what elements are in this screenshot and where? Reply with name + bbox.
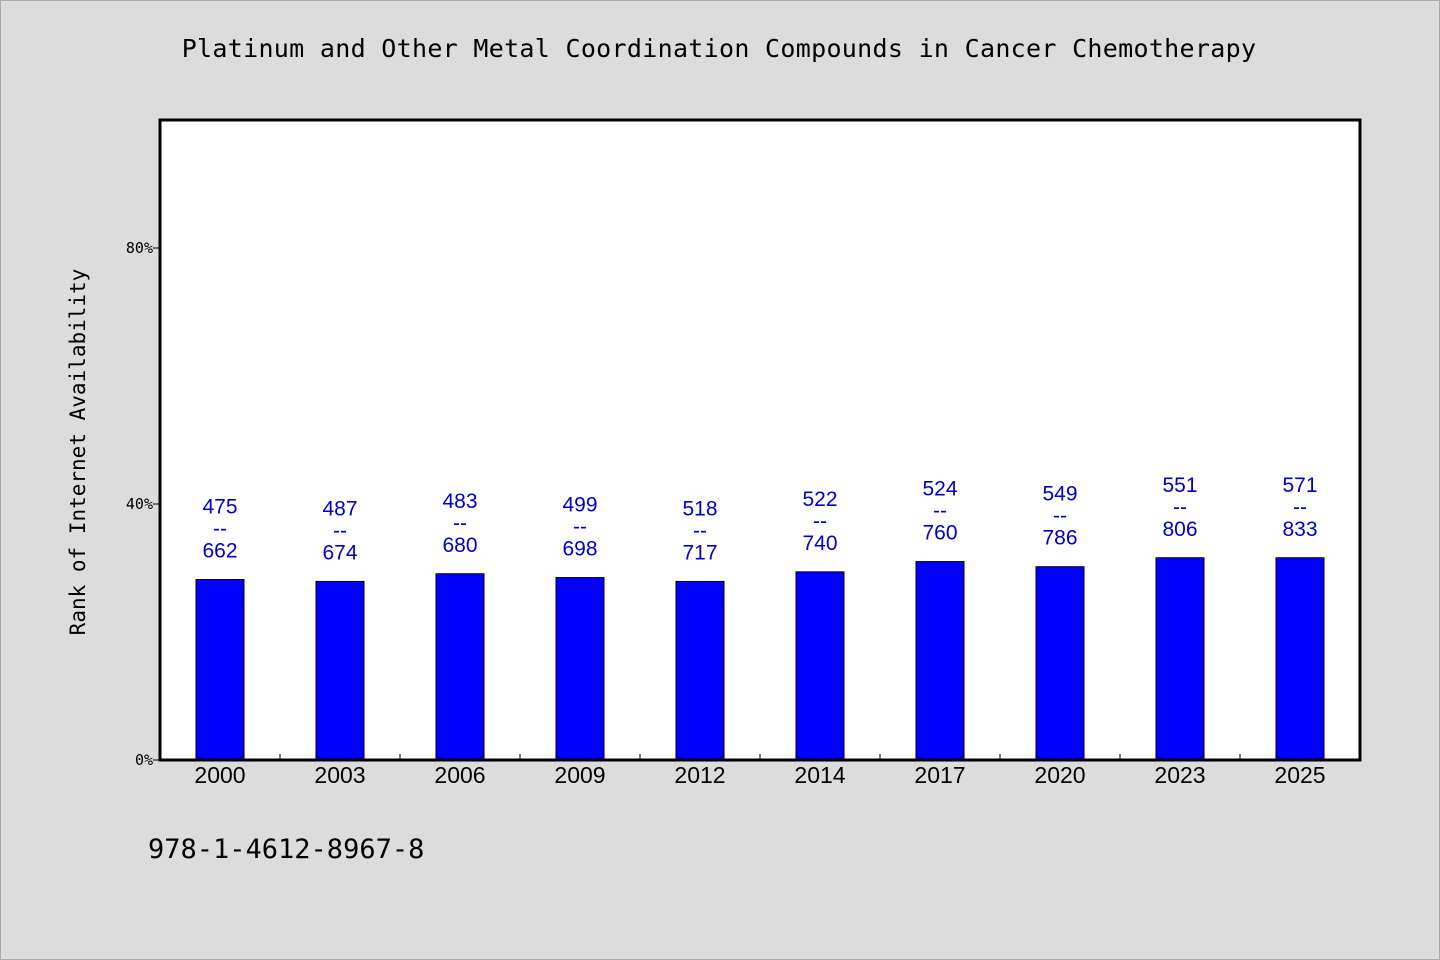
x-tick-label: 2003	[314, 762, 365, 788]
data-label-low: 475	[202, 496, 237, 519]
x-tick-label: 2025	[1274, 762, 1325, 788]
bar	[195, 579, 245, 761]
x-tick-label: 2009	[554, 762, 605, 788]
bar	[1275, 557, 1325, 761]
data-label-high: 740	[802, 532, 837, 555]
x-tick-label: 2023	[1154, 762, 1205, 788]
data-label-high: 806	[1162, 518, 1197, 541]
bar	[315, 580, 365, 761]
data-label-high: 674	[322, 541, 357, 564]
data-label-separator: --	[693, 519, 707, 542]
data-label-low: 571	[1282, 474, 1317, 497]
data-label-low: 524	[922, 478, 957, 501]
data-label-low: 487	[322, 497, 357, 520]
bar	[555, 577, 605, 761]
data-label-high: 662	[202, 540, 237, 563]
data-label-high: 698	[562, 538, 597, 561]
data-label-low: 499	[562, 494, 597, 517]
data-label-low: 518	[682, 497, 717, 520]
x-tick-label: 2000	[194, 762, 245, 788]
data-label-separator: --	[1173, 496, 1187, 519]
bar	[1035, 566, 1085, 761]
y-tick-label: 40%	[126, 495, 153, 513]
data-label-separator: --	[1053, 505, 1067, 528]
x-tick-label: 2014	[794, 762, 845, 788]
data-label-high: 717	[682, 541, 717, 564]
data-label-separator: --	[933, 500, 947, 523]
data-label-separator: --	[1293, 496, 1307, 519]
data-label-separator: --	[813, 510, 827, 533]
data-label-low: 483	[442, 490, 477, 513]
x-tick-label: 2017	[914, 762, 965, 788]
data-label-low: 522	[802, 488, 837, 511]
isbn-text: 978-1-4612-8967-8	[148, 834, 425, 865]
bar	[915, 561, 965, 761]
data-label-low: 549	[1042, 483, 1077, 506]
chart-title: Platinum and Other Metal Coordination Co…	[181, 34, 1257, 63]
data-label-separator: --	[453, 512, 467, 535]
data-label-separator: --	[213, 518, 227, 541]
data-label-high: 833	[1282, 518, 1317, 541]
plot-border	[158, 118, 1362, 762]
y-tick-label: 80%	[126, 239, 153, 257]
x-tick-label: 2012	[674, 762, 725, 788]
data-label-separator: --	[333, 519, 347, 542]
bar	[1155, 557, 1205, 761]
bar	[675, 580, 725, 761]
data-label-low: 551	[1162, 474, 1197, 497]
data-label-high: 760	[922, 522, 957, 545]
x-tick-label: 2020	[1034, 762, 1085, 788]
data-label-high: 786	[1042, 527, 1077, 550]
data-label-high: 680	[442, 534, 477, 557]
bar	[435, 573, 485, 761]
y-tick-label: 0%	[135, 751, 153, 769]
data-label-separator: --	[573, 516, 587, 539]
bar	[795, 571, 845, 761]
x-tick-label: 2006	[434, 762, 485, 788]
